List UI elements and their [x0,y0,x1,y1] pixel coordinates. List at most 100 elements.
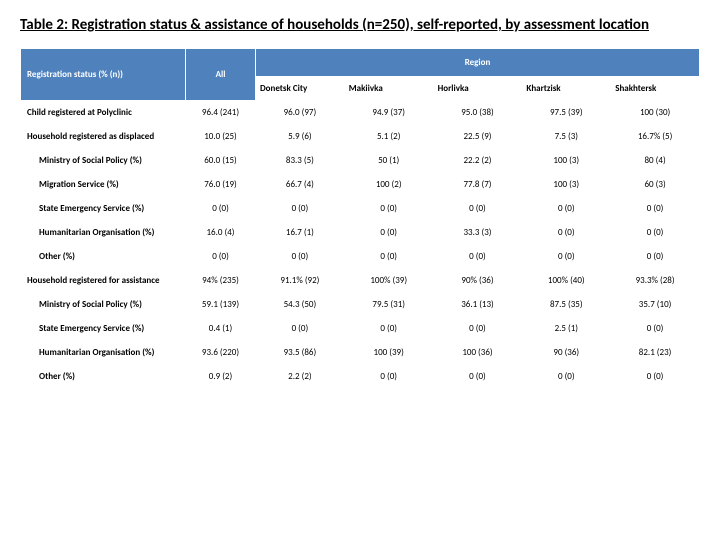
cell: 0 (0) [611,220,700,244]
row-label: State Emergency Service (%) [21,316,186,340]
table-row: Migration Service (%)76.0 (19)66.7 (4)10… [21,172,700,196]
cell: 16.7 (1) [256,220,345,244]
col-header: Makiivka [344,76,433,100]
row-label: Child registered at Polyclinic [21,100,186,124]
cell: 100% (40) [522,268,611,292]
cell: 0 (0) [256,316,345,340]
cell: 100 (3) [522,148,611,172]
cell: 7.5 (3) [522,124,611,148]
cell: 0 (0) [433,316,522,340]
cell: 95.0 (38) [433,100,522,124]
cell: 80 (4) [611,148,700,172]
table-row: Household registered for assistance94% (… [21,268,700,292]
cell: 96.4 (241) [186,100,256,124]
cell: 36.1 (13) [433,292,522,316]
cell: 5.9 (6) [256,124,345,148]
table-row: Humanitarian Organisation (%)93.6 (220)9… [21,340,700,364]
row-label: Household registered as displaced [21,124,186,148]
cell: 0 (0) [256,196,345,220]
cell: 0.9 (2) [186,364,256,388]
cell: 76.0 (19) [186,172,256,196]
data-table: Registration status (% (n)) All Region D… [20,48,700,389]
col-header: Horlivka [433,76,522,100]
cell: 60 (3) [611,172,700,196]
table-row: Ministry of Social Policy (%)60.0 (15)83… [21,148,700,172]
cell: 0 (0) [433,364,522,388]
cell: 100 (39) [344,340,433,364]
cell: 0 (0) [611,196,700,220]
cell: 16.0 (4) [186,220,256,244]
row-label: Migration Service (%) [21,172,186,196]
cell: 0 (0) [433,244,522,268]
cell: 93.3% (28) [611,268,700,292]
cell: 79.5 (31) [344,292,433,316]
row-label: State Emergency Service (%) [21,196,186,220]
cell: 100 (36) [433,340,522,364]
cell: 91.1% (92) [256,268,345,292]
cell: 60.0 (15) [186,148,256,172]
cell: 94% (235) [186,268,256,292]
cell: 0 (0) [344,244,433,268]
cell: 54.3 (50) [256,292,345,316]
table-title: Table 2: Registration status & assistanc… [20,16,700,36]
cell: 0 (0) [611,244,700,268]
cell: 2.2 (2) [256,364,345,388]
table-row: Household registered as displaced10.0 (2… [21,124,700,148]
cell: 87.5 (35) [522,292,611,316]
table-row: State Emergency Service (%)0.4 (1)0 (0)0… [21,316,700,340]
cell: 77.8 (7) [433,172,522,196]
row-label: Other (%) [21,364,186,388]
row-label: Humanitarian Organisation (%) [21,340,186,364]
cell: 100 (30) [611,100,700,124]
cell: 0 (0) [611,364,700,388]
cell: 0 (0) [344,364,433,388]
cell: 100 (2) [344,172,433,196]
cell: 0 (0) [344,220,433,244]
col-header: Donetsk City [256,76,345,100]
cell: 0 (0) [344,316,433,340]
table-row: Other (%)0.9 (2)2.2 (2)0 (0)0 (0)0 (0)0 … [21,364,700,388]
cell: 5.1 (2) [344,124,433,148]
cell: 0 (0) [344,196,433,220]
cell: 100 (3) [522,172,611,196]
cell: 0 (0) [522,196,611,220]
cell: 93.6 (220) [186,340,256,364]
cell: 0 (0) [611,316,700,340]
cell: 90 (36) [522,340,611,364]
cell: 59.1 (139) [186,292,256,316]
cell: 0 (0) [522,244,611,268]
col-header-region: Region [256,48,700,76]
cell: 0 (0) [433,196,522,220]
cell: 82.1 (23) [611,340,700,364]
col-header: Khartzisk [522,76,611,100]
table-row: Ministry of Social Policy (%)59.1 (139)5… [21,292,700,316]
cell: 35.7 (10) [611,292,700,316]
table-row: Humanitarian Organisation (%)16.0 (4)16.… [21,220,700,244]
row-label: Ministry of Social Policy (%) [21,148,186,172]
table-row: Other (%)0 (0)0 (0)0 (0)0 (0)0 (0)0 (0) [21,244,700,268]
cell: 0 (0) [522,364,611,388]
cell: 0 (0) [256,244,345,268]
table-row: Child registered at Polyclinic96.4 (241)… [21,100,700,124]
cell: 97.5 (39) [522,100,611,124]
table-row: State Emergency Service (%)0 (0)0 (0)0 (… [21,196,700,220]
cell: 83.3 (5) [256,148,345,172]
cell: 33.3 (3) [433,220,522,244]
cell: 0 (0) [522,220,611,244]
col-header: Shakhtersk [611,76,700,100]
cell: 16.7% (5) [611,124,700,148]
col-header-all: All [186,48,256,100]
cell: 100% (39) [344,268,433,292]
cell: 0 (0) [186,244,256,268]
row-label: Ministry of Social Policy (%) [21,292,186,316]
row-label: Other (%) [21,244,186,268]
cell: 94.9 (37) [344,100,433,124]
cell: 96.0 (97) [256,100,345,124]
col-header-left: Registration status (% (n)) [21,48,186,100]
cell: 50 (1) [344,148,433,172]
cell: 93.5 (86) [256,340,345,364]
cell: 0.4 (1) [186,316,256,340]
row-label: Humanitarian Organisation (%) [21,220,186,244]
cell: 0 (0) [186,196,256,220]
cell: 10.0 (25) [186,124,256,148]
